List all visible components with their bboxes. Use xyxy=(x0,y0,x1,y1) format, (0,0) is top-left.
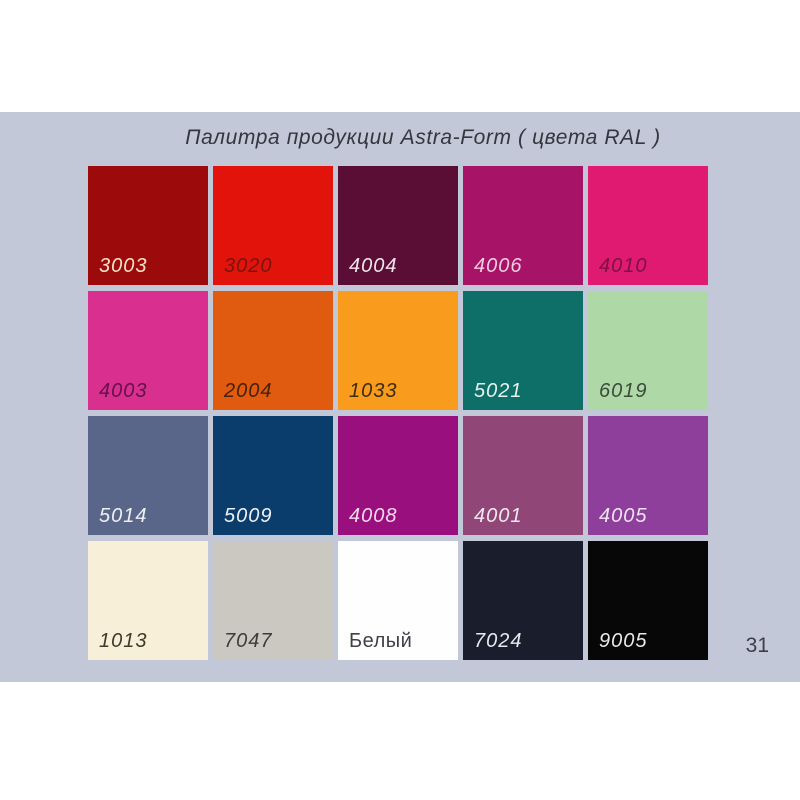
swatch-label: 1013 xyxy=(99,630,148,652)
swatch-ral-9005: 9005 xyxy=(588,541,708,660)
swatch-label: 3020 xyxy=(224,255,273,277)
page-number: 31 xyxy=(745,634,769,657)
swatch-label: 7047 xyxy=(224,630,273,652)
swatch-label: 9005 xyxy=(599,630,648,652)
swatch-ral-4004: 4004 xyxy=(338,166,458,285)
swatch-label: 5014 xyxy=(99,505,148,527)
swatch-label: 4010 xyxy=(599,255,648,277)
swatch-ral-7024: 7024 xyxy=(463,541,583,660)
swatch-label: Белый xyxy=(349,630,413,652)
swatch-ral-1033: 1033 xyxy=(338,291,458,410)
swatch-ral-5009: 5009 xyxy=(213,416,333,535)
slide-title: Палитра продукции Astra-Form ( цвета RAL… xyxy=(185,126,661,149)
swatch-label: 4001 xyxy=(474,505,523,527)
swatch-ral-4005: 4005 xyxy=(588,416,708,535)
swatch-label: 3003 xyxy=(99,255,148,277)
swatch-ral-7047: 7047 xyxy=(213,541,333,660)
swatch-ral-3003: 3003 xyxy=(88,166,208,285)
swatch-label: 4005 xyxy=(599,505,648,527)
swatch-ral-5014: 5014 xyxy=(88,416,208,535)
swatch-white: Белый xyxy=(338,541,458,660)
swatch-ral-4006: 4006 xyxy=(463,166,583,285)
swatch-label: 5021 xyxy=(474,380,523,402)
slide-canvas: Палитра продукции Astra-Form ( цвета RAL… xyxy=(0,112,800,682)
swatch-label: 2004 xyxy=(224,380,273,402)
swatch-label: 4008 xyxy=(349,505,398,527)
swatch-label: 7024 xyxy=(474,630,523,652)
swatch-ral-2004: 2004 xyxy=(213,291,333,410)
swatch-label: 4006 xyxy=(474,255,523,277)
swatch-ral-4010: 4010 xyxy=(588,166,708,285)
swatch-ral-4008: 4008 xyxy=(338,416,458,535)
swatch-label: 5009 xyxy=(224,505,273,527)
swatch-ral-5021: 5021 xyxy=(463,291,583,410)
color-palette-grid: 3003 3020 4004 4006 4010 4003 2004 1033 … xyxy=(88,166,708,660)
swatch-ral-6019: 6019 xyxy=(588,291,708,410)
swatch-label: 6019 xyxy=(599,380,648,402)
swatch-ral-4001: 4001 xyxy=(463,416,583,535)
swatch-ral-4003: 4003 xyxy=(88,291,208,410)
swatch-ral-3020: 3020 xyxy=(213,166,333,285)
swatch-label: 4003 xyxy=(99,380,148,402)
swatch-ral-1013: 1013 xyxy=(88,541,208,660)
swatch-label: 4004 xyxy=(349,255,398,277)
swatch-label: 1033 xyxy=(349,380,398,402)
